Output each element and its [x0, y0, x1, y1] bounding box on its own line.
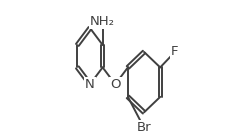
Text: NH₂: NH₂ — [90, 15, 115, 28]
Text: F: F — [171, 45, 178, 58]
Text: O: O — [110, 78, 120, 91]
Text: Br: Br — [136, 121, 151, 134]
Text: N: N — [85, 78, 94, 91]
